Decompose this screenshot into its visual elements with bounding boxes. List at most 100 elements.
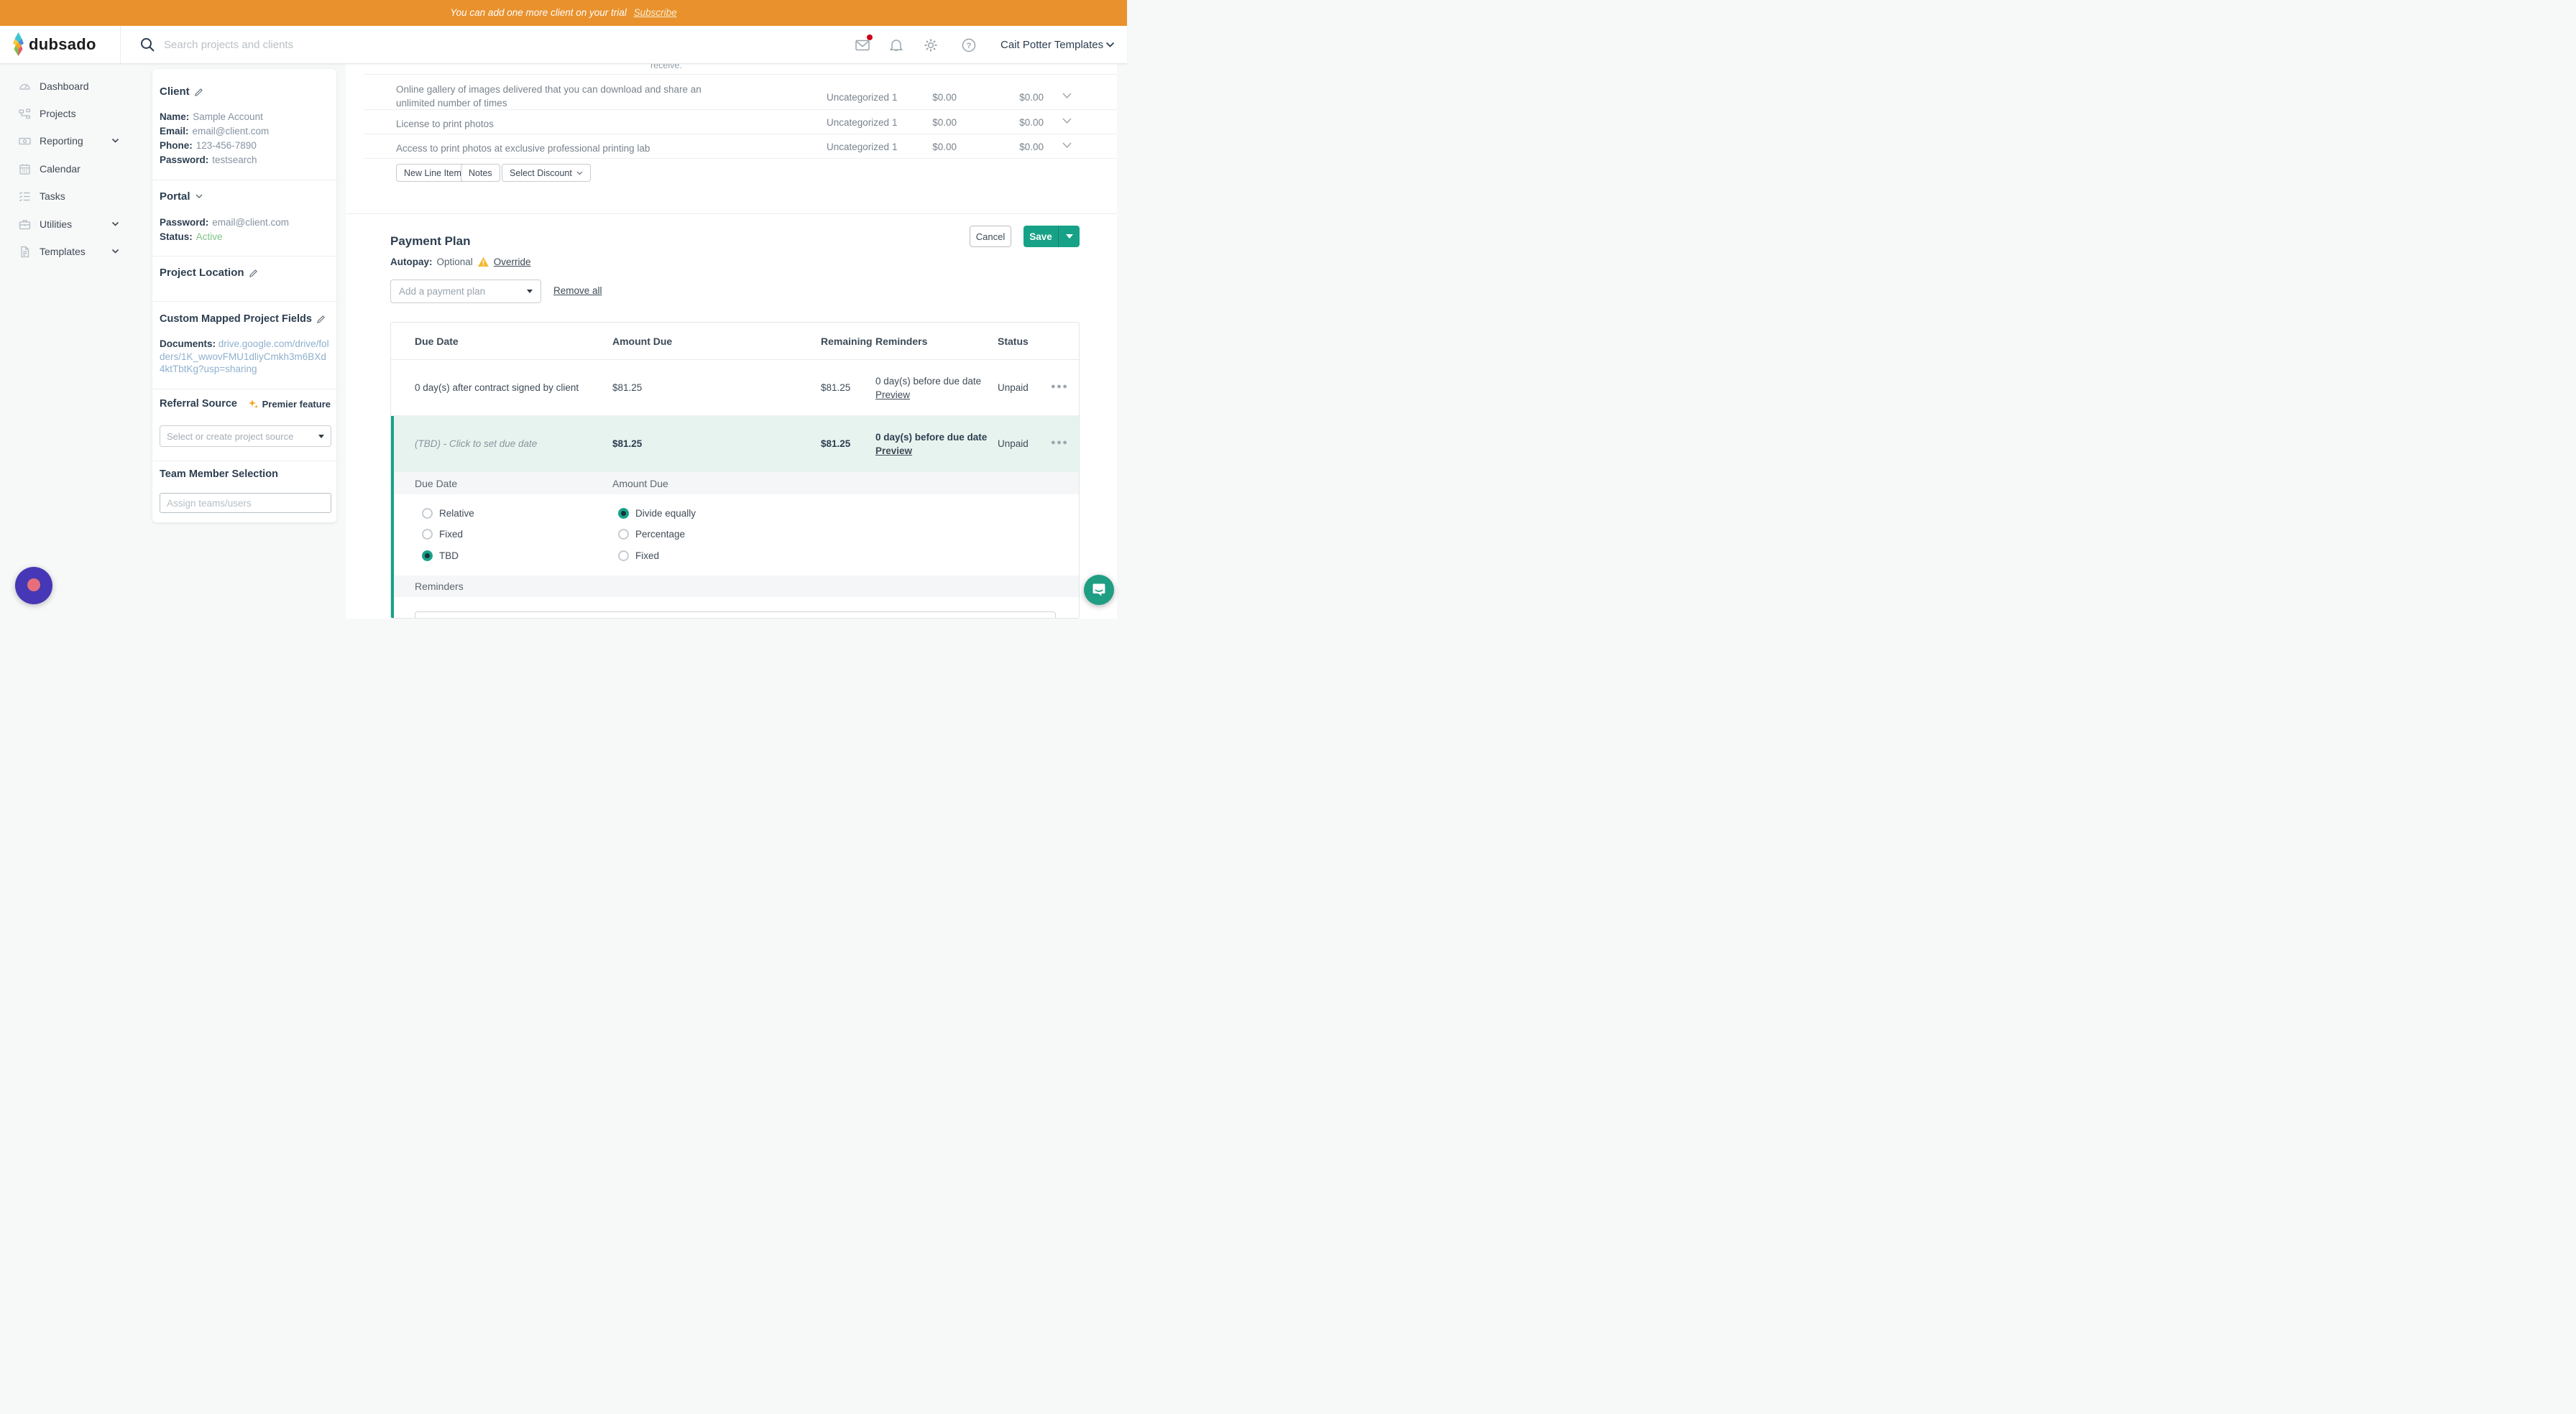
logo[interactable]: dubsado <box>0 26 121 63</box>
line-item-chevron-down-icon[interactable] <box>1062 142 1072 149</box>
line-item-unit-price: $0.00 <box>932 92 957 103</box>
sidebar-item-dashboard[interactable]: Dashboard <box>0 78 144 95</box>
detail-amount-due-label: Amount Due <box>612 477 668 489</box>
payment-due-date-tbd[interactable]: (TBD) - Click to set due date <box>415 438 538 449</box>
radio-percentage[interactable]: Percentage <box>618 529 685 540</box>
select-discount-button[interactable]: Select Discount <box>502 164 591 182</box>
radio-fixed-due[interactable]: Fixed <box>422 529 463 540</box>
save-options-caret[interactable] <box>1059 226 1080 247</box>
trial-message: You can add one more client on your tria… <box>450 7 627 18</box>
assign-teams-input[interactable] <box>160 493 331 513</box>
chat-launcher-button[interactable] <box>1084 575 1114 605</box>
sidebar-item-tasks[interactable]: Tasks <box>0 188 144 205</box>
notifications-bell-icon[interactable] <box>888 37 904 53</box>
sidebar-item-reporting[interactable]: Reporting <box>0 132 144 149</box>
logo-text: dubsado <box>29 35 96 53</box>
cancel-button[interactable]: Cancel <box>970 226 1011 247</box>
mail-icon[interactable] <box>855 34 873 53</box>
payment-reminder: 0 day(s) before due date <box>875 432 988 443</box>
dashboard-icon <box>19 80 31 93</box>
reminder-input[interactable] <box>415 611 1056 618</box>
help-icon[interactable]: ? <box>961 37 977 53</box>
row-menu-button[interactable]: ●●● <box>1051 382 1069 391</box>
recording-widget-button[interactable] <box>15 567 52 604</box>
search-input[interactable] <box>164 38 466 51</box>
documents-link[interactable]: drive.google.com/drive/folders/1K_wwovFM… <box>160 338 329 374</box>
radio-circle[interactable] <box>422 508 433 519</box>
payment-due-date[interactable]: 0 day(s) after contract signed by client <box>415 382 579 393</box>
col-remaining: Remaining <box>821 336 873 347</box>
line-item-chevron-down-icon[interactable] <box>1062 117 1072 124</box>
notes-button[interactable]: Notes <box>461 164 500 182</box>
documents-row: Documents: drive.google.com/drive/folder… <box>160 338 329 374</box>
caret-down-icon <box>1065 234 1073 239</box>
account-chevron-down-icon[interactable] <box>1105 42 1115 48</box>
line-item-row[interactable]: License to print photos Uncategorized 1 … <box>346 109 1117 134</box>
discount-caret-icon <box>576 171 583 175</box>
radio-circle[interactable] <box>422 529 433 540</box>
team-selection-title: Team Member Selection <box>160 468 278 480</box>
client-email-row: Email: email@client.com <box>160 126 270 137</box>
line-item-row[interactable]: Access to print photos at exclusive prof… <box>346 134 1117 158</box>
row-menu-button[interactable]: ●●● <box>1051 438 1069 447</box>
invoice-editor: receive. Online gallery of images delive… <box>346 64 1117 619</box>
sidebar-item-calendar[interactable]: Calendar <box>0 160 144 177</box>
radio-fixed-amount[interactable]: Fixed <box>618 550 659 561</box>
payment-amount: $81.25 <box>612 382 643 393</box>
radio-circle[interactable] <box>618 529 629 540</box>
override-link[interactable]: Override <box>493 256 531 267</box>
line-item-total: $0.00 <box>1019 117 1044 128</box>
radio-circle-selected[interactable] <box>422 550 433 561</box>
custom-fields-title: Custom Mapped Project Fields <box>160 313 331 325</box>
remove-all-link[interactable]: Remove all <box>553 285 602 296</box>
line-item-unit-price: $0.00 <box>932 142 957 152</box>
clipped-scroll-text: receive. <box>650 64 682 70</box>
radio-relative[interactable]: Relative <box>422 508 474 519</box>
payment-row-selected[interactable]: (TBD) - Click to set due date $81.25 $81… <box>391 416 1079 472</box>
radio-tbd[interactable]: TBD <box>422 550 459 561</box>
line-item-total: $0.00 <box>1019 142 1044 152</box>
portal-section-title[interactable]: Portal <box>160 190 331 203</box>
subscribe-link[interactable]: Subscribe <box>633 7 677 18</box>
payment-amount: $81.25 <box>612 438 643 449</box>
add-payment-plan-select[interactable]: Add a payment plan <box>390 279 541 303</box>
detail-labels-band: Due Date Amount Due <box>391 472 1079 494</box>
settings-gear-icon[interactable] <box>923 37 939 53</box>
reporting-icon <box>19 135 31 147</box>
record-dot-icon <box>27 578 40 591</box>
payment-row[interactable]: 0 day(s) after contract signed by client… <box>391 360 1079 416</box>
search-icon[interactable] <box>140 37 155 52</box>
client-name-row: Name: Sample Account <box>160 111 263 122</box>
line-item-description: License to print photos <box>396 119 494 129</box>
preview-link[interactable]: Preview <box>875 445 913 456</box>
preview-link[interactable]: Preview <box>875 389 911 400</box>
referral-source-select[interactable]: Select or create project source <box>160 425 331 447</box>
line-item-category: Uncategorized <box>827 92 890 103</box>
sidebar-item-projects[interactable]: Projects <box>0 105 144 122</box>
sidebar-item-utilities[interactable]: Utilities <box>0 216 144 233</box>
line-item-chevron-down-icon[interactable] <box>1062 92 1072 99</box>
sidebar-item-templates[interactable]: Templates <box>0 243 144 260</box>
line-item-row[interactable]: Online gallery of images delivered that … <box>346 74 1117 109</box>
payment-reminder: 0 day(s) before due date <box>875 376 982 387</box>
templates-icon <box>19 246 31 258</box>
radio-divide-equally[interactable]: Divide equally <box>618 508 696 519</box>
dubsado-logo-icon <box>12 32 24 57</box>
calendar-icon <box>19 163 31 175</box>
new-line-item-button[interactable]: New Line Item <box>396 164 469 182</box>
reminders-label: Reminders <box>415 581 464 592</box>
account-name: Cait Potter Templates <box>1000 38 1104 51</box>
edit-location-pencil-icon[interactable] <box>249 269 258 277</box>
utilities-icon <box>19 218 31 231</box>
line-item-category: Uncategorized <box>827 117 890 128</box>
radio-circle-selected[interactable] <box>618 508 629 519</box>
account-menu[interactable]: Cait Potter Templates <box>1000 26 1103 63</box>
unread-badge <box>867 34 873 40</box>
save-button[interactable]: Save <box>1029 231 1052 242</box>
edit-client-pencil-icon[interactable] <box>194 88 203 96</box>
line-item-qty: 1 <box>892 117 898 128</box>
save-split-button[interactable]: Save <box>1024 226 1080 247</box>
radio-circle[interactable] <box>618 550 629 561</box>
status-badge: Active <box>196 231 223 242</box>
edit-custom-fields-pencil-icon[interactable] <box>317 315 326 323</box>
